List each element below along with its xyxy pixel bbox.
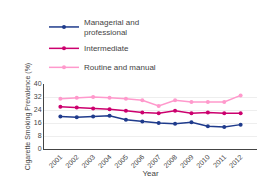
svg-text:2003: 2003 <box>80 153 96 169</box>
svg-text:32: 32 <box>34 93 42 100</box>
svg-text:2011: 2011 <box>212 153 228 169</box>
svg-text:40: 40 <box>34 80 42 87</box>
svg-text:2008: 2008 <box>162 153 178 169</box>
svg-text:2007: 2007 <box>146 153 162 169</box>
svg-text:0: 0 <box>38 145 42 152</box>
svg-text:Routine and manual: Routine and manual <box>84 63 156 72</box>
svg-text:2001: 2001 <box>48 153 64 169</box>
svg-text:Year: Year <box>142 169 159 178</box>
svg-text:Managerial andprofessional: Managerial andprofessional <box>84 18 139 37</box>
svg-text:8: 8 <box>38 132 42 139</box>
svg-text:24: 24 <box>34 106 42 113</box>
svg-text:Cigarette Smoking Prevalence (: Cigarette Smoking Prevalence (%) <box>24 63 32 170</box>
svg-text:2012: 2012 <box>228 153 244 169</box>
svg-text:2005: 2005 <box>113 153 129 169</box>
svg-text:2009: 2009 <box>179 153 195 169</box>
svg-text:2004: 2004 <box>97 153 113 169</box>
svg-text:2006: 2006 <box>130 153 146 169</box>
svg-text:2010: 2010 <box>195 153 211 169</box>
svg-text:2002: 2002 <box>64 153 80 169</box>
svg-text:Intermediate: Intermediate <box>84 44 129 53</box>
svg-text:16: 16 <box>34 119 42 126</box>
